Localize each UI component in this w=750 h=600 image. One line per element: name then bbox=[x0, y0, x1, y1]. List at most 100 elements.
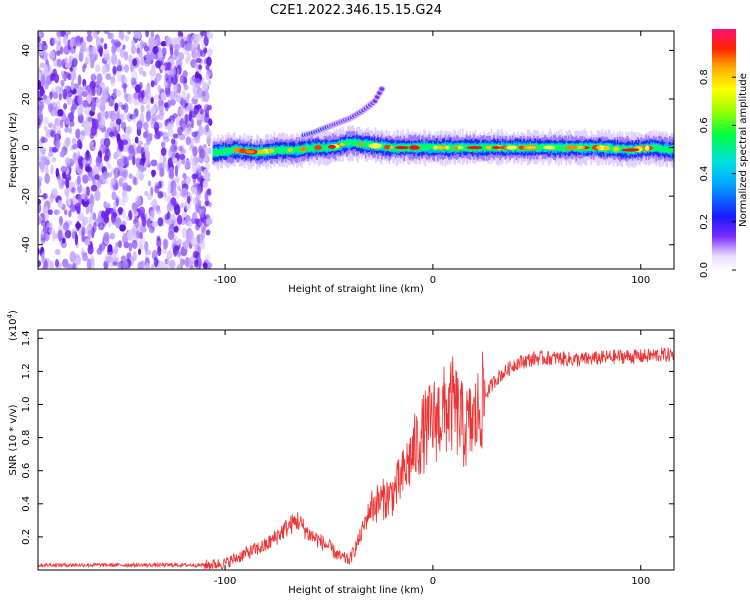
spectrogram-band-cell bbox=[420, 145, 423, 151]
spectrogram-peak-cell bbox=[645, 145, 650, 151]
spectrogram-noise-cell bbox=[206, 48, 213, 57]
spectrogram-noise-cell bbox=[38, 186, 42, 196]
snr-x-tick-label: 0 bbox=[430, 576, 436, 587]
spectrogram-band-cell bbox=[324, 144, 327, 150]
spectrogram-noise-cell bbox=[136, 230, 141, 239]
snr-y-tick-label: 0.2 bbox=[21, 529, 32, 545]
spectrogram-noise-cell bbox=[145, 111, 151, 123]
spectrogram-noise-cell bbox=[186, 92, 191, 99]
spectrogram-noise-cell bbox=[195, 57, 202, 63]
spectrogram-noise-cell bbox=[166, 121, 172, 131]
spectrogram-noise-cell bbox=[43, 259, 48, 269]
spectrogram-y-tick-label: -20 bbox=[21, 188, 32, 204]
spectrogram-noise-cell bbox=[38, 36, 41, 44]
colorbar-tick-label: 0.8 bbox=[699, 69, 710, 85]
spectrogram-band-cell bbox=[351, 139, 353, 146]
spectrogram-noise-cell bbox=[69, 70, 77, 81]
spectrogram-noise-cell bbox=[167, 127, 174, 137]
spectrogram-noise-cell bbox=[65, 136, 71, 147]
spectrogram-noise-cell bbox=[169, 203, 174, 212]
spectrogram-noise-cell bbox=[208, 129, 212, 139]
spectrogram-noise-cell bbox=[139, 231, 143, 240]
spectrogram-noise-cell bbox=[157, 260, 165, 269]
spectrogram-noise-cell bbox=[199, 165, 205, 172]
spectrogram-noise-cell bbox=[130, 44, 137, 55]
spectrogram-noise-cell bbox=[147, 90, 152, 101]
spectrogram-noise-cell bbox=[160, 64, 166, 71]
spectrogram-noise-cell bbox=[180, 38, 185, 49]
spectrogram-band-cell bbox=[322, 145, 324, 152]
spectrogram-peak-cell bbox=[525, 145, 537, 150]
spectrogram-band-cell bbox=[429, 144, 432, 150]
spectrogram-y-tick-label: 20 bbox=[21, 93, 32, 106]
spectrogram-noise-cell bbox=[99, 117, 106, 129]
spectrogram-noise-cell bbox=[105, 86, 110, 96]
spectrogram-noise-cell bbox=[38, 260, 42, 268]
spectrogram-noise-cell bbox=[115, 197, 119, 207]
spectrogram-noise-cell bbox=[66, 31, 71, 35]
spectrogram-noise-cell bbox=[103, 137, 111, 148]
spectrogram-noise-cell bbox=[65, 116, 70, 126]
spectrogram-band-cell bbox=[654, 144, 656, 152]
spectrogram-band-cell bbox=[307, 145, 310, 151]
spectrogram-peak-cell bbox=[245, 150, 255, 154]
spectrogram-peak-cell bbox=[358, 142, 364, 146]
spectrogram-noise-cell bbox=[177, 31, 183, 37]
spectrogram-noise-cell bbox=[150, 80, 155, 88]
spectrogram-noise-cell bbox=[192, 51, 197, 60]
spectrogram-noise-cell bbox=[170, 138, 176, 145]
colorbar-tick-label: 0.4 bbox=[699, 166, 710, 182]
spectrogram-noise-cell bbox=[142, 71, 147, 77]
spectrogram-noise-cell bbox=[125, 216, 130, 222]
spectrogram-noise-cell bbox=[132, 113, 137, 124]
spectrogram-noise-cell bbox=[114, 41, 122, 47]
spectrogram-noise-cell bbox=[102, 178, 109, 185]
spectrogram-noise-cell bbox=[167, 180, 172, 189]
spectrogram-band-cell bbox=[672, 148, 674, 154]
spectrogram-noise-cell bbox=[111, 53, 118, 65]
spectrogram-peak-cell bbox=[394, 145, 409, 150]
spectrogram-noise-cell bbox=[169, 90, 175, 101]
spectrogram-noise-cell bbox=[194, 62, 199, 70]
spectrogram-noise-cell bbox=[54, 209, 59, 216]
spectrogram-noise-cell bbox=[186, 126, 192, 135]
spectrogram-peak-cell bbox=[466, 145, 483, 150]
spectrogram-peak-cell bbox=[267, 148, 275, 153]
spectrogram-noise-cell bbox=[136, 145, 143, 154]
spectrogram-noise-cell bbox=[167, 229, 175, 241]
spectrogram-peak-cell bbox=[299, 146, 307, 152]
spectrogram-band-cell bbox=[587, 145, 590, 152]
spectrogram-band-cell bbox=[212, 150, 215, 156]
spectrogram-band-cell bbox=[347, 140, 349, 147]
spectrogram-noise-cell bbox=[115, 150, 122, 158]
spectrogram-noise-cell bbox=[103, 53, 111, 61]
spectrogram-branch-cell bbox=[375, 95, 380, 99]
spectrogram-band-cell bbox=[392, 144, 394, 152]
spectrogram-band-cell bbox=[536, 144, 539, 152]
spectrogram-noise-cell bbox=[169, 43, 174, 52]
snr-y-tick-label: 1.2 bbox=[21, 363, 32, 379]
spectrogram-noise-cell bbox=[57, 200, 64, 209]
spectrogram-noise-cell bbox=[92, 221, 97, 233]
spectrogram-band-cell bbox=[218, 149, 221, 155]
spectrogram-noise-cell bbox=[104, 130, 110, 138]
spectrogram-noise-cell bbox=[129, 114, 136, 120]
spectrogram-noise-cell bbox=[152, 205, 158, 211]
spectrogram-branch-cell bbox=[372, 99, 378, 103]
spectrogram-noise-cell bbox=[65, 157, 71, 164]
spectrogram-noise-cell bbox=[77, 211, 84, 221]
spectrogram-band-cell bbox=[363, 140, 366, 148]
spectrogram-noise-cell bbox=[191, 173, 199, 180]
snr-panel: -100 0 100 0.2 0.4 0.6 0.8 1.0 1.2 1.4 Height of … bbox=[6, 310, 675, 596]
spectrogram-noise-cell bbox=[50, 193, 54, 205]
spectrogram-band-cell bbox=[657, 144, 660, 151]
spectrogram-noise-cell bbox=[123, 92, 128, 100]
spectrogram-noise-cell bbox=[203, 35, 209, 47]
spectrogram-noise-cell bbox=[141, 217, 147, 227]
spectrogram-noise-cell bbox=[144, 212, 148, 219]
spectrogram-band-cell bbox=[274, 148, 277, 154]
spectrogram-noise-cell bbox=[101, 65, 107, 75]
figure-title: C2E1.2022.346.15.15.G24 bbox=[270, 3, 442, 18]
spectrogram-noise-cell bbox=[107, 244, 113, 253]
spectrogram-noise-cell bbox=[76, 175, 81, 185]
